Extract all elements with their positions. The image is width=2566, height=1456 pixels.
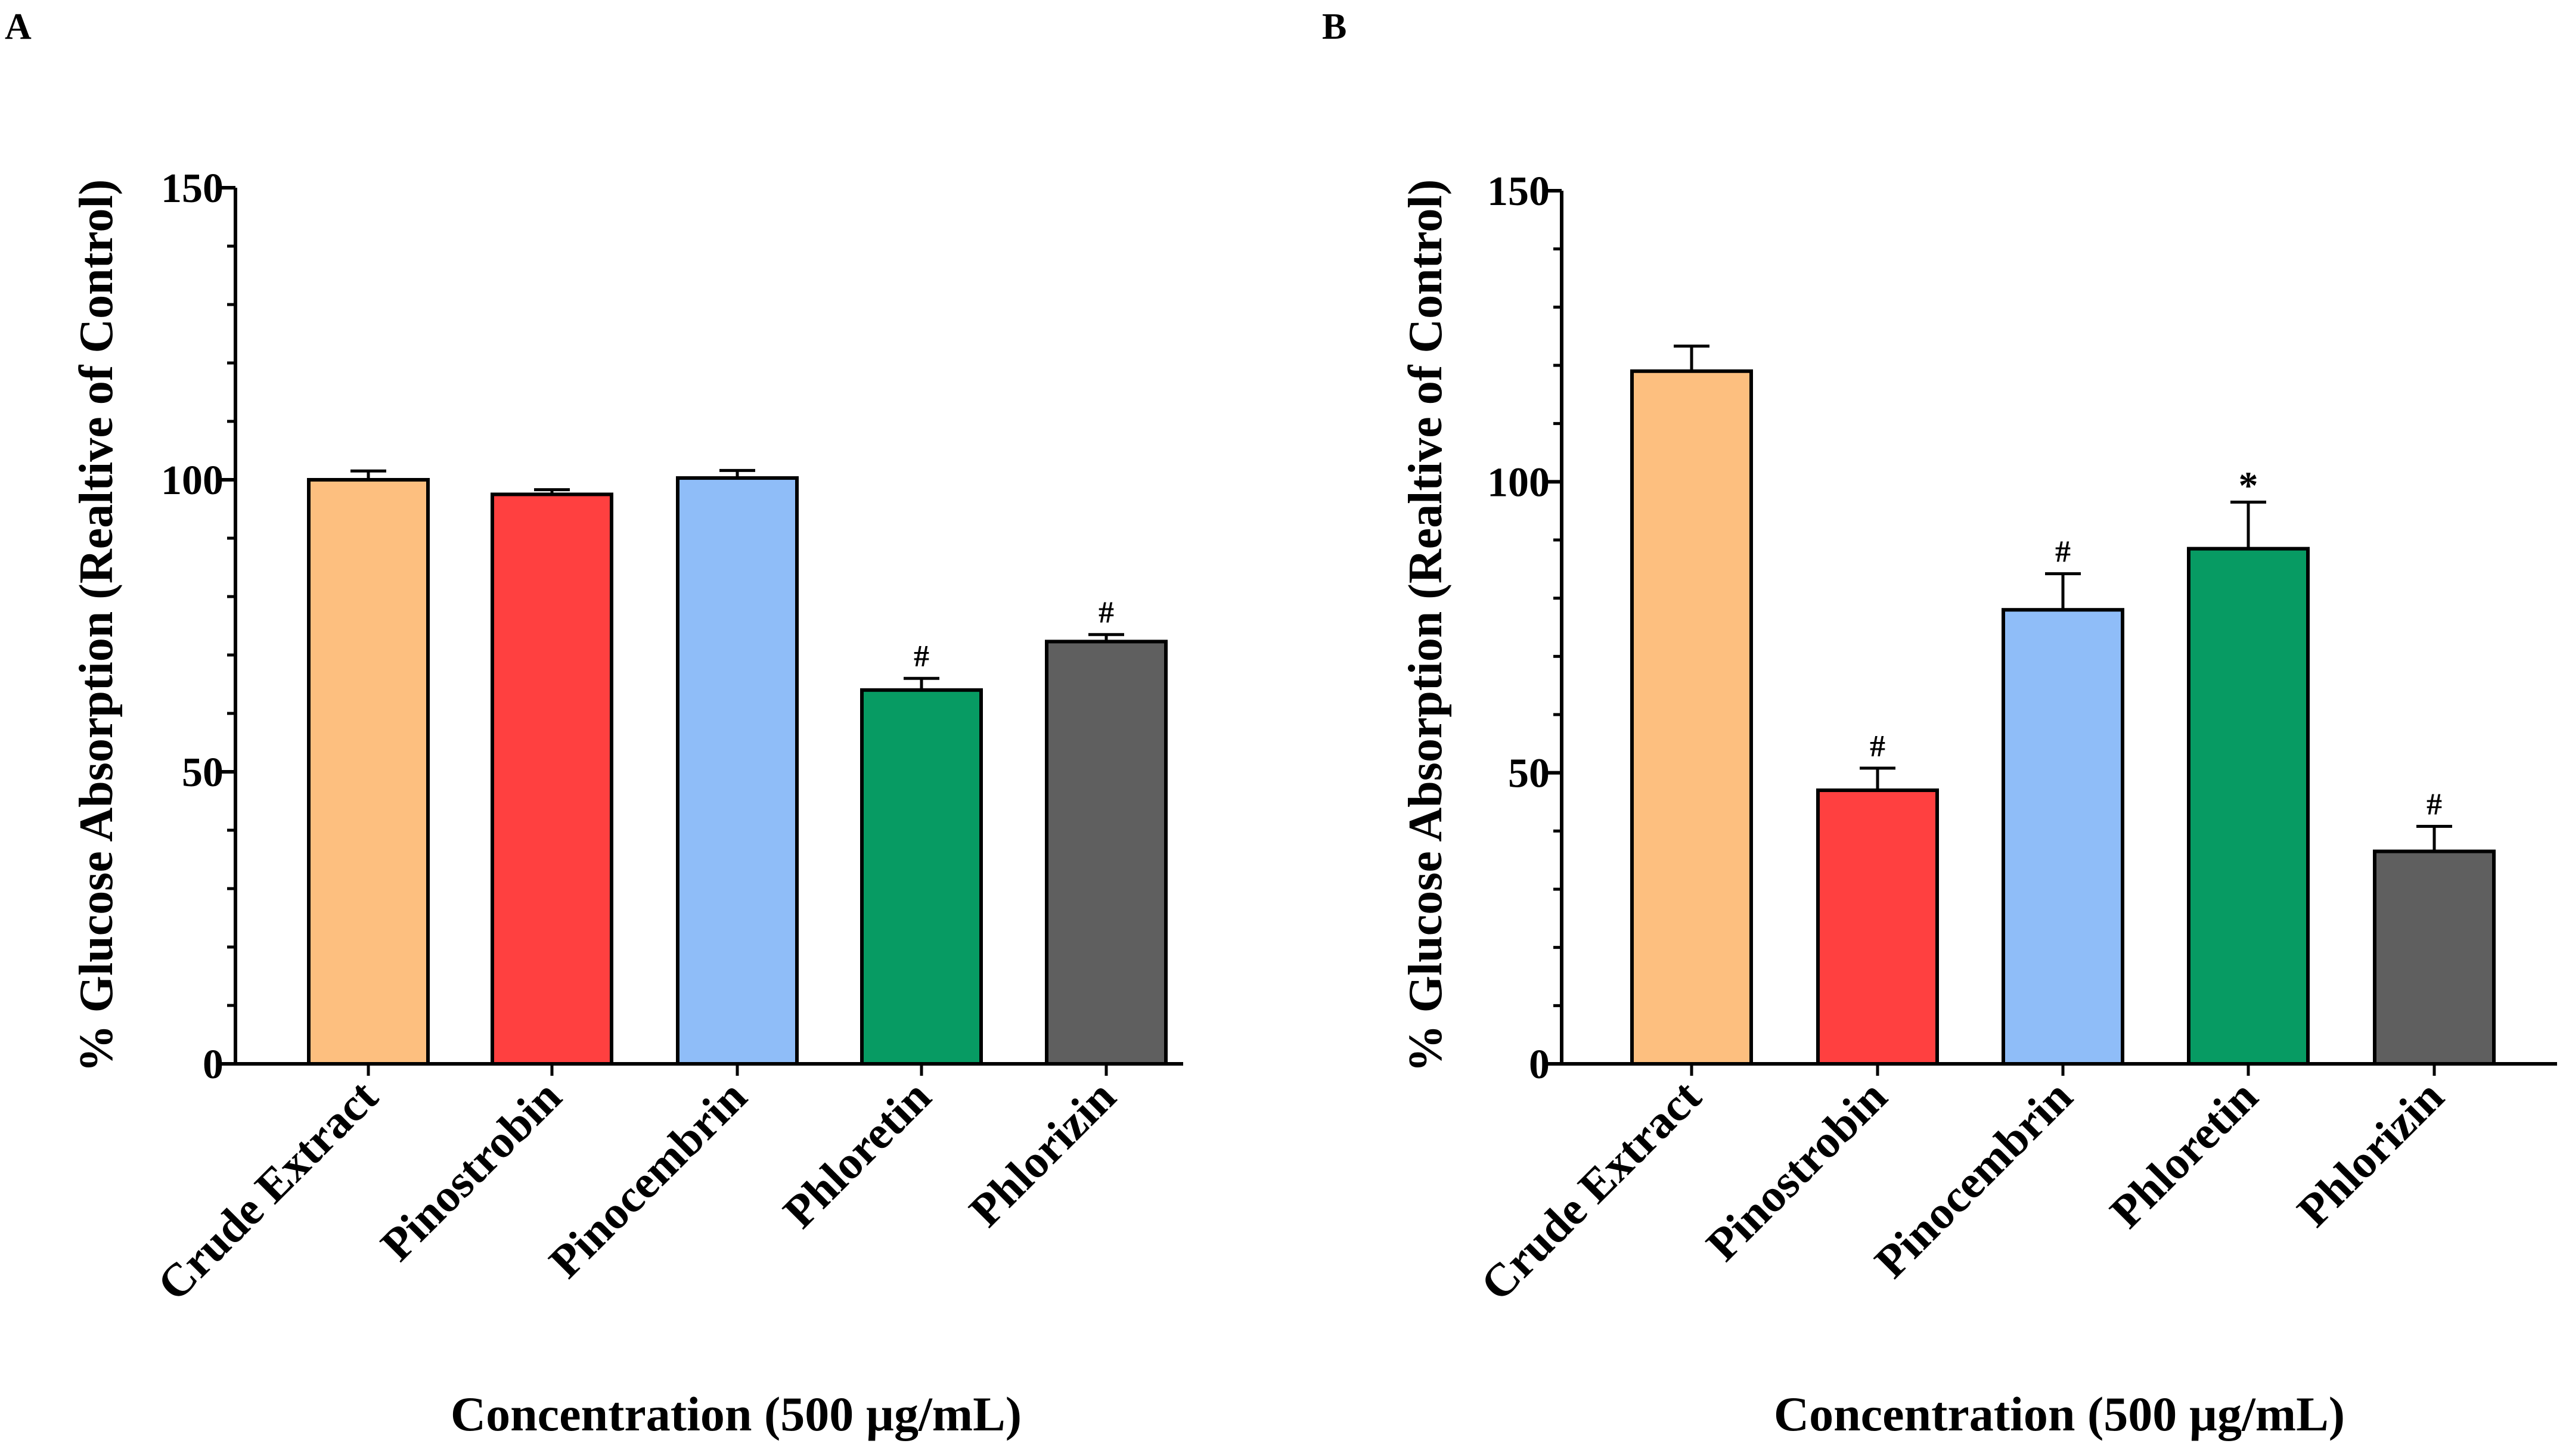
- x-tick-label: Pinostrobin: [371, 1070, 571, 1271]
- x-tick-label: Phloretin: [2100, 1070, 2267, 1238]
- panel-b: B 0 50 100 150 % Glucose Absorption (Realtive…: [1322, 7, 2557, 1441]
- y-tick-label: 150: [1487, 169, 1550, 215]
- bar-pinostrobin: [491, 492, 613, 1066]
- x-axis-title: Concentration (500 µg/mL): [451, 1387, 1022, 1441]
- y-tick-label: 50: [1508, 751, 1550, 797]
- y-axis-title: % Glucose Absorption (Realtive of Contro…: [70, 179, 123, 1072]
- x-tick-label: Phlorizin: [959, 1070, 1125, 1237]
- x-tick-label: Pinocembrin: [1864, 1070, 2082, 1288]
- significance-marker: #: [2427, 788, 2442, 822]
- panel-label: B: [1322, 7, 1346, 47]
- y-tick-label: 50: [182, 750, 224, 796]
- y-tick-label: 100: [1487, 460, 1550, 505]
- panel-label: A: [5, 7, 32, 47]
- y-tick-label: 0: [203, 1042, 224, 1088]
- y-tick-label: 150: [161, 166, 224, 212]
- x-tick-label: Pinostrobin: [1696, 1070, 1897, 1271]
- x-tick-label: Pinocembrin: [539, 1070, 756, 1288]
- bar-pinocembrin: [2002, 608, 2124, 1066]
- bar-crude-extract: [1630, 369, 1753, 1066]
- y-tick-label: 0: [1529, 1042, 1550, 1088]
- x-tick-label: Crude Extract: [147, 1070, 387, 1310]
- bar-crude-extract: [307, 478, 430, 1066]
- bar-pinocembrin: [676, 476, 799, 1066]
- x-tick-label: Phlorizin: [2287, 1070, 2453, 1237]
- significance-marker: #: [2055, 535, 2071, 569]
- y-axis-title: % Glucose Absorption (Realtive of Contro…: [1400, 179, 1452, 1072]
- panel-a: A 0 50 100 150 % Glucose Absorption (Realtive…: [5, 7, 1183, 1441]
- x-tick-label: Phloretin: [773, 1070, 941, 1238]
- x-tick-label: Crude Extract: [1470, 1070, 1711, 1310]
- bar-pinostrobin: [1816, 788, 1939, 1066]
- bar-phlorizin: [1045, 639, 1168, 1066]
- significance-marker: #: [1870, 729, 1885, 763]
- significance-marker: #: [1099, 596, 1114, 630]
- bar-phloretin: [2187, 547, 2310, 1066]
- significance-marker: #: [914, 639, 929, 673]
- y-tick-label: 100: [161, 458, 224, 504]
- bar-phloretin: [860, 688, 983, 1066]
- x-axis-title: Concentration (500 µg/mL): [1774, 1387, 2345, 1441]
- bar-phlorizin: [2373, 849, 2496, 1066]
- significance-marker: *: [2239, 464, 2258, 508]
